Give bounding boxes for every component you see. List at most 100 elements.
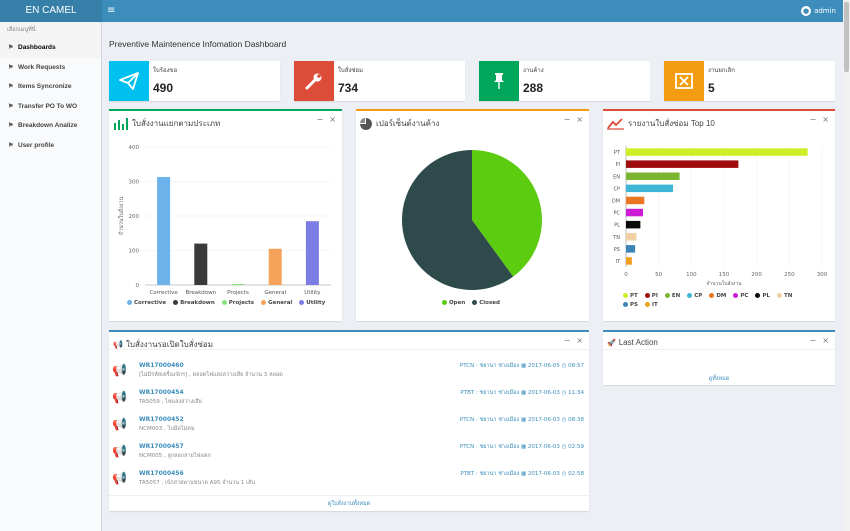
work-request-meta: PTBT : ชยานา ช่างเมือง ▦ 2017-06-03 ◷ 02… [460, 471, 584, 477]
info-box-number: 734 [338, 81, 359, 95]
sidebar-item-work-requests[interactable]: ⚑ Work Requests [0, 58, 101, 78]
user-avatar-icon: ● [801, 6, 812, 16]
sidebar-item-transfer-po[interactable]: ⚑ Transfer PO To WO [0, 97, 101, 117]
top-navbar: EN CAMEL ≡ ● admin [0, 0, 850, 22]
legend-item[interactable]: Breakdown [173, 300, 215, 306]
x-axis-label: จำนวนใบสั่งงาน [706, 280, 742, 287]
info-box-requests[interactable]: ใบร้องขอ 490 [109, 61, 280, 101]
sidebar-heading: เลือกเมนูที่นี่ [0, 22, 101, 38]
minimize-button[interactable]: − [809, 336, 817, 345]
y-tick-label: PL [614, 223, 620, 229]
info-box-label: งานยกเลิก [708, 67, 735, 74]
scrollbar-thumb[interactable] [844, 2, 849, 72]
logo[interactable]: EN CAMEL [0, 0, 102, 22]
bullhorn-icon: 📢 [112, 444, 127, 458]
legend-item[interactable]: PI [644, 293, 658, 299]
x-tick-label: Utility [304, 290, 321, 296]
sidebar-item-user-profile[interactable]: ⚑ User profile [0, 136, 101, 156]
minimize-button[interactable]: − [563, 336, 571, 345]
box-title: Last Action [618, 338, 658, 347]
sidebar-item-dashboards[interactable]: ⚑ Dashboards [0, 38, 101, 58]
hamburger-icon[interactable]: ≡ [107, 5, 116, 16]
legend-item[interactable]: EN [664, 293, 680, 299]
page-scrollbar[interactable] [843, 0, 850, 531]
sidebar-item-label: Transfer PO To WO [18, 102, 78, 110]
pie-slice [472, 150, 542, 277]
last-action-box: 🚀 Last Action − × ดูทั้งหมด [603, 330, 835, 385]
type-bar-chart: 0 100 200 300 400 จำนวนใบสั่งงาน Corrective Bre… [117, 145, 331, 296]
x-tick-label: 250 [784, 272, 795, 278]
work-request-item[interactable]: 📢 WR17000460 [ไม่มีรหัสเครื่องจักร] , หล… [109, 360, 588, 386]
legend-item[interactable]: General [261, 300, 292, 306]
work-request-id[interactable]: WR17000460 [139, 362, 184, 369]
legend-dot [733, 293, 739, 298]
x-tick-label: Projects [227, 290, 249, 296]
work-request-item[interactable]: 📢 WR17000457 NCM005 , ลูกลอกสายไฟแตก PTC… [109, 441, 588, 467]
info-box-label: ใบสั่งซ่อม [338, 67, 363, 74]
bar [626, 208, 643, 217]
flag-icon: ⚑ [8, 142, 14, 149]
work-request-item[interactable]: 📢 WR17000452 NCM003 , ไบมีดไม่คม PTCN : … [109, 414, 588, 440]
box-header: 🚀 Last Action [607, 338, 658, 347]
close-button[interactable]: × [329, 115, 336, 124]
work-request-id[interactable]: WR17000456 [139, 470, 184, 477]
close-button[interactable]: × [576, 115, 583, 124]
info-box-pending[interactable]: งานค้าง 288 [479, 61, 650, 101]
close-button[interactable]: × [822, 115, 829, 124]
bullhorn-icon: 📢 [112, 390, 127, 404]
legend-dot [709, 293, 715, 298]
legend-item[interactable]: PL [755, 293, 770, 299]
legend-item[interactable]: DM [709, 293, 726, 299]
cancel-icon [664, 61, 704, 101]
work-request-item[interactable]: 📢 WR17000456 TA5057 , เบ้กสายพานขนาด A95… [109, 468, 588, 494]
info-box-cancelled[interactable]: งานยกเลิก 5 [664, 61, 835, 101]
page-title: Preventive Maintenence Infomation Dashbo… [109, 39, 287, 49]
work-request-id[interactable]: WR17000454 [139, 389, 184, 396]
work-request-item[interactable]: 📢 WR17000454 TA5059 , ไฟแสงสว่างเสีย PTB… [109, 387, 588, 413]
legend-label: TN [784, 293, 793, 299]
minimize-button[interactable]: − [563, 115, 571, 124]
work-request-meta: PTCN : ชยานา ช่างเมือง ▦ 2017-06-03 ◷ 02… [459, 444, 584, 450]
info-box-work-orders[interactable]: ใบสั่งซ่อม 734 [294, 61, 465, 101]
bar [157, 177, 171, 285]
legend-label: PI [651, 293, 658, 299]
legend-item[interactable]: Corrective [127, 300, 166, 306]
legend-item[interactable]: CP [687, 293, 702, 299]
user-name: admin [814, 7, 836, 15]
bar [626, 245, 636, 253]
y-tick-label: CP [613, 186, 620, 192]
legend-item[interactable]: IT [645, 302, 658, 308]
legend-dot [664, 293, 670, 298]
legend-item[interactable]: Open [442, 300, 465, 306]
legend-item[interactable]: PC [733, 293, 748, 299]
legend-item[interactable]: PT [623, 293, 638, 299]
chart-pending-box: เปอร์เซ็นต์งานค้าง − × Open Closed [356, 109, 589, 321]
work-request-id[interactable]: WR17000452 [139, 416, 184, 423]
legend-item[interactable]: Projects [221, 300, 254, 306]
legend-item[interactable]: Closed [472, 300, 500, 306]
sidebar-item-label: Breakdown Analize [18, 122, 78, 129]
minimize-button[interactable]: − [316, 115, 324, 124]
sidebar-item-label: Dashboards [18, 44, 56, 51]
sidebar-item-items-syncronize[interactable]: ⚑ Items Syncronize [0, 77, 101, 97]
box-header: รายงานใบสั่งซ่อม Top 10 [607, 117, 715, 130]
pin-icon [479, 61, 519, 101]
legend-item[interactable]: PS [623, 302, 638, 308]
work-request-id[interactable]: WR17000457 [139, 443, 184, 450]
paper-plane-icon [109, 61, 149, 101]
minimize-button[interactable]: − [809, 115, 817, 124]
close-button[interactable]: × [822, 336, 829, 345]
view-all-actions-link[interactable]: ดูทั้งหมด [708, 376, 730, 382]
legend-dot [645, 302, 650, 307]
box-header: ใบสั่งงานแยกตามประเภท [113, 117, 220, 130]
sidebar-item-breakdown-analize[interactable]: ⚑ Breakdown Analize [0, 116, 101, 136]
sidebar-item-label: User profile [18, 141, 55, 149]
view-all-work-requests-link[interactable]: ดูใบสั่งงานทั้งหมด [327, 501, 371, 507]
legend-item[interactable]: TN [777, 293, 792, 299]
close-button[interactable]: × [576, 336, 583, 345]
user-menu[interactable]: ● admin [801, 6, 836, 16]
work-request-meta: PTCN : ชยานา ช่างเมือง ▦ 2017-06-05 ◷ 08… [459, 363, 584, 369]
legend-item[interactable]: Utility [299, 300, 325, 306]
sidebar-item-label: Work Requests [18, 63, 66, 71]
legend-dot [644, 293, 650, 298]
